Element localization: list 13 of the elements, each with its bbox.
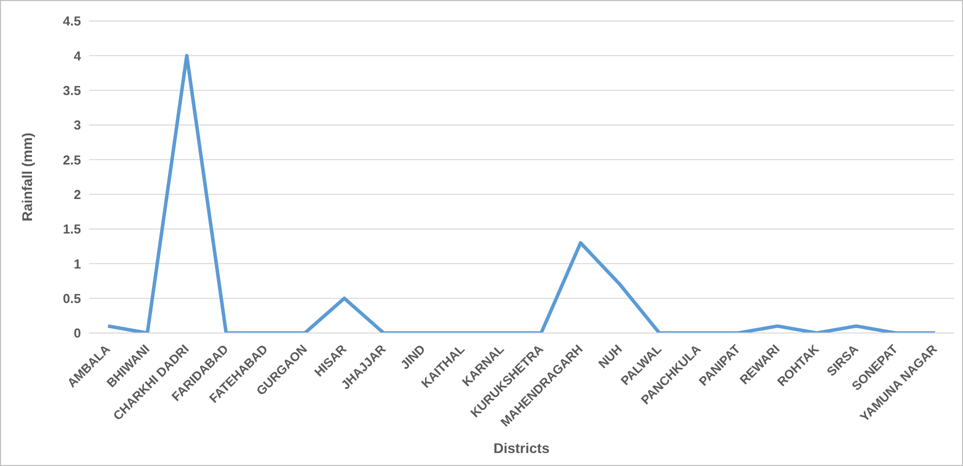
y-tick-label: 1.5 xyxy=(62,222,81,237)
y-tick-label: 2.5 xyxy=(62,152,81,168)
y-tick-label: 1 xyxy=(74,256,81,272)
y-axis-title: Rainfall (mm) xyxy=(18,132,35,222)
y-tick-label: 4 xyxy=(74,48,82,64)
line-series xyxy=(106,54,937,333)
y-tick-label: 3.5 xyxy=(62,82,81,98)
y-tick-label: 3 xyxy=(74,118,81,133)
y-tick-label: 4.5 xyxy=(62,14,81,29)
y-tick-label: 2 xyxy=(74,186,81,202)
y-tick-label: 0 xyxy=(74,326,81,341)
y-tick-label: 0.5 xyxy=(62,290,81,306)
x-axis-title: Districts xyxy=(493,440,550,456)
